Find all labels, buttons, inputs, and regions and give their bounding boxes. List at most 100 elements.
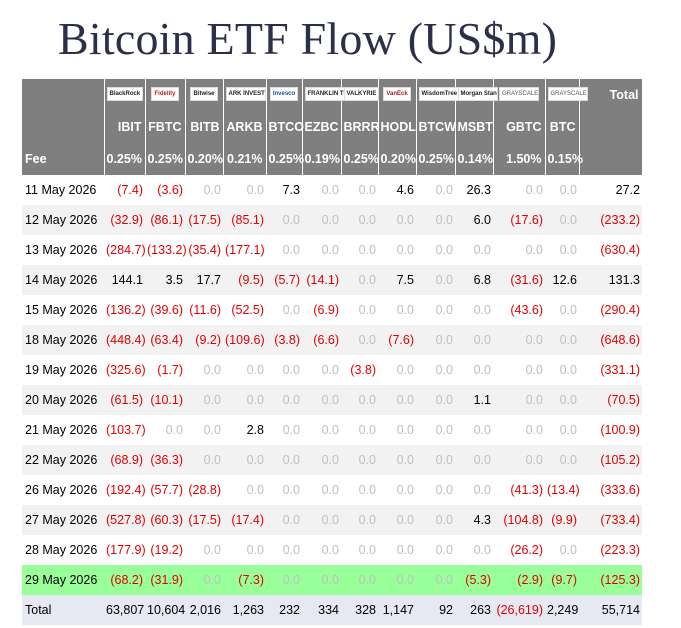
flow-cell: 0.0 (473, 243, 491, 257)
flow-cell: (41.3) (510, 483, 543, 497)
flow-cell: 0.0 (185, 565, 223, 595)
flow-cell: 0.0 (203, 363, 221, 377)
row-date: 21 May 2026 (25, 423, 98, 437)
total-cell: 63,807 (104, 595, 145, 625)
flow-cell: 0.0 (435, 543, 453, 557)
total-cell: 1,263 (223, 595, 266, 625)
flow-cell: 0.0 (321, 183, 339, 197)
flow-cell: 0.0 (416, 505, 455, 535)
totals-row: Total 63,807 10,604 2,016 1,263 232 334 328 1,14… (22, 595, 642, 625)
flow-cell: 0.0 (559, 183, 577, 197)
flow-cell: (104.8) (493, 505, 545, 535)
flow-cell: (61.5) (104, 385, 145, 415)
fee-btc: 0.15% (545, 142, 583, 175)
table-row: 12 May 2026 (32.9) (86.1) (17.5) (85.1) 0.0 0.… (22, 205, 642, 235)
flow-cell: 0.0 (185, 445, 223, 475)
flow-cell: 6.8 (455, 265, 493, 295)
flow-cell: 0.0 (435, 243, 453, 257)
row-date: 19 May 2026 (25, 363, 98, 377)
flow-cell: 0.0 (341, 325, 378, 355)
fee-btcw: 0.25% (416, 142, 456, 175)
flow-cell: 0.0 (302, 505, 341, 535)
flow-cell: 0.0 (473, 543, 491, 557)
table-row: 27 May 2026 (527.8) (60.3) (17.5) (17.4) 0.0 0… (22, 505, 642, 535)
ticker-btcw: BTCW (416, 111, 456, 142)
flow-cell: 0.0 (525, 183, 543, 197)
ticker-btco: BTCO (266, 111, 304, 142)
flow-cell: (9.5) (223, 265, 266, 295)
page-title: Bitcoin ETF Flow (US$m) (58, 13, 558, 64)
flow-cell: 17.7 (185, 265, 223, 295)
ticker-fbtc: FBTC (145, 111, 186, 142)
flow-cell: 0.0 (473, 423, 491, 437)
row-total-cell: (70.5) (579, 385, 642, 415)
flow-cell: (9.9) (545, 505, 579, 535)
row-total-cell: (733.4) (579, 505, 642, 535)
row-date: 26 May 2026 (25, 483, 98, 497)
flow-cell: 0.0 (358, 543, 376, 557)
flow-cell: 0.0 (396, 543, 414, 557)
table-row: 15 May 2026 (136.2) (39.6) (11.6) (52.5) 0.0 (… (22, 295, 642, 325)
flow-table-body: 11 May 2026 (7.4) (3.6) 0.0 0.0 7.3 0.0 0.0 4.6 0… (22, 175, 642, 625)
invesco-logo: Invesco (269, 86, 299, 101)
total-cell: 263 (455, 595, 493, 625)
ticker-gbtc: GBTC (493, 111, 546, 142)
flow-cell: 0.0 (203, 183, 221, 197)
flow-cell: 12.6 (545, 265, 579, 295)
flow-cell: (11.6) (189, 303, 221, 317)
flow-cell: (7.4) (117, 183, 143, 197)
flow-cell: (43.6) (510, 303, 543, 317)
flow-cell: 0.0 (341, 265, 378, 295)
flow-cell: 0.0 (266, 205, 302, 235)
flow-cell: 0.0 (473, 303, 491, 317)
bitwise-logo: Bitwise (190, 86, 218, 101)
flow-cell: (7.3) (223, 565, 266, 595)
flow-cell: 0.0 (321, 543, 339, 557)
flow-cell: 0.0 (416, 265, 455, 295)
flow-cell: 0.0 (559, 543, 577, 557)
flow-cell: (86.1) (145, 205, 185, 235)
row-total-cell: 27.2 (615, 183, 640, 197)
flow-cell: 1.1 (455, 385, 493, 415)
row-date: 20 May 2026 (22, 385, 104, 415)
flow-cell: 0.0 (435, 483, 453, 497)
morgan-stanley-logo: Morgan Stanley (457, 86, 498, 101)
fee-btco: 0.25% (266, 142, 304, 175)
row-date: 11 May 2026 (25, 183, 97, 197)
flow-cell: 0.0 (223, 445, 266, 475)
flow-cell: (1.7) (157, 363, 183, 377)
flow-cell: 0.0 (358, 483, 376, 497)
franklin-templeton-logo: FRANKLIN TEMPLETON (304, 86, 345, 101)
table-row: 26 May 2026 (192.4) (57.7) (28.8) 0.0 0.0 0.0 0… (22, 475, 642, 505)
total-cell: 232 (266, 595, 302, 625)
flow-cell: (6.9) (313, 303, 339, 317)
flow-cell: (5.3) (455, 565, 493, 595)
flow-cell: 0.0 (341, 445, 378, 475)
flow-cell: 0.0 (396, 303, 414, 317)
flow-cell: 0.0 (358, 183, 376, 197)
flow-cell: 0.0 (341, 385, 378, 415)
flow-cell: (85.1) (223, 205, 266, 235)
row-total-cell: (223.3) (600, 543, 640, 557)
row-date: 27 May 2026 (22, 505, 104, 535)
flow-cell: 0.0 (396, 363, 414, 377)
flow-cell: (527.8) (104, 505, 146, 535)
flow-cell: 0.0 (559, 243, 577, 257)
flow-cell: (52.5) (231, 303, 264, 317)
flow-cell: (177.9) (106, 543, 146, 557)
flow-cell: 0.0 (246, 183, 264, 197)
flow-cell: (39.6) (150, 303, 183, 317)
flow-cell: 0.0 (396, 483, 414, 497)
flow-cell: (28.8) (188, 483, 221, 497)
flow-cell: (109.6) (223, 325, 266, 355)
flow-cell: (35.4) (188, 243, 221, 257)
ticker-ibit: IBIT (104, 111, 146, 142)
flow-cell: 0.0 (525, 363, 543, 377)
valkyrie-logo: VALKYRIE (343, 86, 380, 101)
flow-cell: 0.0 (321, 483, 339, 497)
flow-cell: 0.0 (545, 445, 579, 475)
fidelity-logo: Fidelity (151, 86, 179, 101)
flow-cell: 0.0 (545, 385, 579, 415)
flow-cell: (14.1) (302, 265, 341, 295)
total-cell: (26,619) (493, 595, 545, 625)
